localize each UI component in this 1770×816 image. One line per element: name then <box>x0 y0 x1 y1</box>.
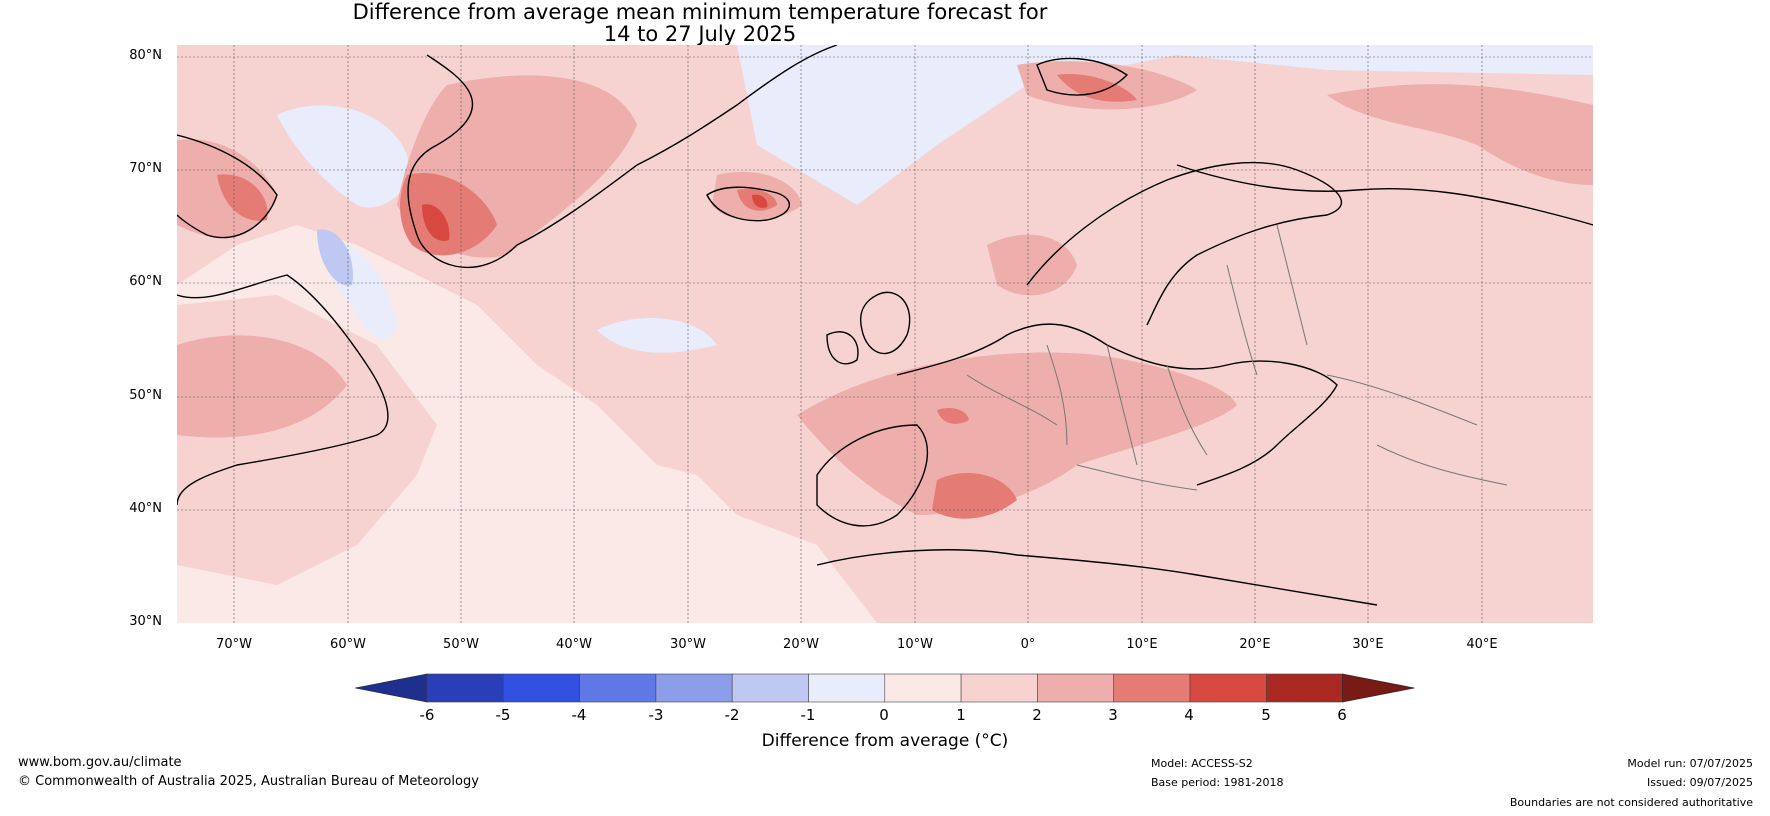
model-text: Model: ACCESS-S2 <box>1151 757 1253 770</box>
coast-barents <box>1176 164 1593 226</box>
lon-label-30w: 30°W <box>670 637 706 652</box>
colorbar-tick: -5 <box>495 706 511 724</box>
colorbar-segment <box>960 673 1038 703</box>
map-graticule <box>177 45 1593 623</box>
coast-scandinavia <box>1026 161 1343 326</box>
colorbar-arrow-high <box>1342 673 1415 703</box>
anomaly-3-4-greenland <box>400 173 497 256</box>
colorbar-segment <box>655 673 733 703</box>
colorbar-tick: 6 <box>1337 706 1347 724</box>
colorbar-tick: 5 <box>1261 706 1271 724</box>
coast-europe <box>896 323 1338 486</box>
issued-text: Issued: 09/07/2025 <box>1646 776 1753 789</box>
coast-greenland <box>407 45 838 269</box>
lon-label-30e: 30°E <box>1352 637 1384 652</box>
colorbar <box>354 673 1415 703</box>
anomaly-cool-greenland-sea <box>737 45 1593 205</box>
lon-label-60w: 60°W <box>330 637 366 652</box>
colorbar-segment <box>1113 673 1191 703</box>
colorbar-tick: -6 <box>419 706 435 724</box>
lat-label-70n: 70°N <box>129 161 162 176</box>
lon-label-20e: 20°E <box>1239 637 1271 652</box>
colorbar-segment <box>731 673 809 703</box>
colorbar-segment <box>808 673 886 703</box>
anomaly-2-3-sw-canada <box>177 335 347 438</box>
lon-label-50w: 50°W <box>443 637 479 652</box>
colorbar-label: Difference from average (°C) <box>761 731 1009 751</box>
colorbar-tick: 2 <box>1032 706 1042 724</box>
lon-label-70w: 70°W <box>216 637 252 652</box>
lat-label-80n: 80°N <box>129 48 162 63</box>
model-run-text: Model run: 07/07/2025 <box>1627 757 1753 770</box>
anomaly-2-3-europe <box>797 352 1237 515</box>
country-borders <box>966 224 1508 491</box>
lat-label-60n: 60°N <box>129 274 162 289</box>
colorbar-tick: 1 <box>956 706 966 724</box>
chart-title-line2: 14 to 27 July 2025 <box>603 22 797 46</box>
anomaly-cool-baffin <box>277 105 409 208</box>
anomaly-3-4-mediterranean <box>932 472 1017 519</box>
lon-label-40e: 40°E <box>1466 637 1498 652</box>
colorbar-tick: 4 <box>1184 706 1194 724</box>
coast-iceland <box>706 186 790 222</box>
coast-baffin <box>177 134 278 239</box>
lon-label-10e: 10°E <box>1126 637 1158 652</box>
coast-ireland <box>826 331 859 365</box>
colorbar-tick: -1 <box>800 706 816 724</box>
colorbar-segment <box>1037 673 1115 703</box>
colorbar-tick: -4 <box>571 706 587 724</box>
coast-north-africa <box>816 549 1378 606</box>
colorbar-segment <box>503 673 580 703</box>
website-link[interactable]: www.bom.gov.au/climate <box>18 755 182 770</box>
temperature-anomaly-map <box>177 45 1593 623</box>
anomaly-4-5-iceland <box>752 194 768 208</box>
colorbar-tick: 0 <box>879 706 889 724</box>
colorbar-tick: 3 <box>1108 706 1118 724</box>
lon-label-40w: 40°W <box>556 637 592 652</box>
coast-british-isles <box>860 291 911 355</box>
anomaly-3-4-baffin <box>217 174 268 221</box>
anomaly-3-4-svalbard <box>1057 74 1137 102</box>
lon-label-0: 0° <box>1020 637 1036 652</box>
lat-label-50n: 50°N <box>129 388 162 403</box>
coast-labrador <box>177 274 389 506</box>
anomaly-2-3-scandinavia <box>987 234 1077 296</box>
colorbar-tick: -3 <box>648 706 664 724</box>
anomaly-3-4-france <box>937 408 969 424</box>
anomaly-4-5-greenland <box>422 204 450 241</box>
colorbar-segment <box>426 673 504 703</box>
copyright-text: © Commonwealth of Australia 2025, Austra… <box>18 774 479 789</box>
colorbar-segment <box>884 673 962 703</box>
lon-label-10w: 10°W <box>897 637 933 652</box>
colorbar-segment <box>1265 673 1343 703</box>
base-period-text: Base period: 1981-2018 <box>1151 776 1284 789</box>
coast-svalbard <box>1036 57 1129 96</box>
anomaly-cool-atlantic <box>597 318 717 353</box>
anomaly-cool-labrador-core <box>317 229 353 286</box>
colorbar-tick: -2 <box>724 706 740 724</box>
lat-label-40n: 40°N <box>129 501 162 516</box>
disclaimer-text: Boundaries are not considered authoritat… <box>1509 796 1753 809</box>
colorbar-segment <box>579 673 657 703</box>
anomaly-2-3-barents <box>1327 84 1593 185</box>
lat-label-30n: 30°N <box>129 614 162 629</box>
lon-label-20w: 20°W <box>783 637 819 652</box>
coast-iberia <box>816 424 929 527</box>
colorbar-arrow-low <box>354 673 428 703</box>
colorbar-segment <box>1189 673 1267 703</box>
coastlines <box>177 45 1593 606</box>
chart-title-line1: Difference from average mean minimum tem… <box>352 0 1048 24</box>
